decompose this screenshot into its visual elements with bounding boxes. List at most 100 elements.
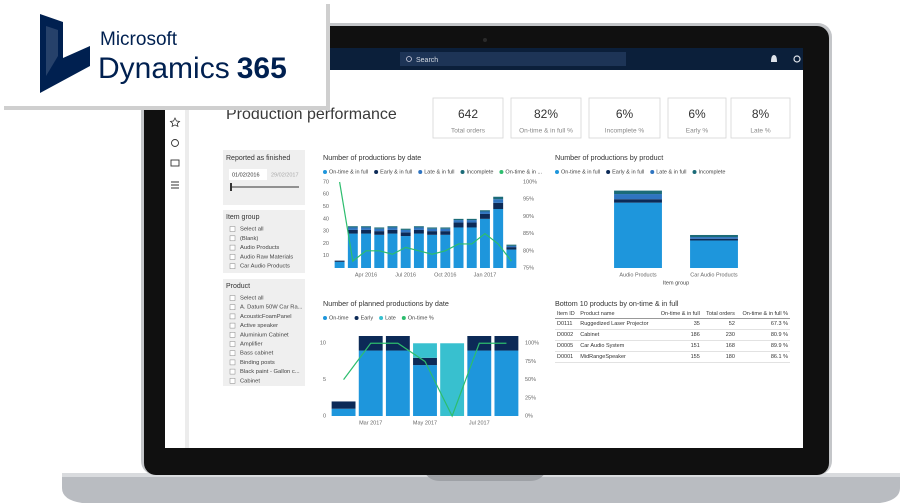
legend-label: Early & in full [612, 169, 644, 175]
legend-label: On-time & in full [561, 169, 600, 175]
camera [483, 38, 487, 42]
bar-segment [690, 237, 738, 239]
kpi-label: Early % [686, 128, 709, 135]
line-series [343, 342, 507, 418]
kpi-value: 82% [534, 107, 558, 121]
filter-option: AcousticFoamPanel [240, 314, 292, 320]
kpi-label: Total orders [451, 128, 486, 135]
legend-swatch [323, 170, 327, 174]
bar-segment [506, 247, 517, 250]
filter-option: Bass cabinet [240, 351, 274, 357]
checkbox[interactable] [229, 359, 236, 366]
search-box[interactable] [400, 52, 626, 66]
modules-icon[interactable] [171, 181, 179, 189]
filter-panel [223, 279, 305, 386]
slider-handle[interactable] [230, 183, 232, 191]
workspaces-icon[interactable] [170, 159, 180, 167]
bar-segment [690, 238, 738, 241]
table-cell: 52 [701, 318, 737, 330]
table-cell: 180 [701, 351, 737, 363]
checkbox[interactable] [229, 244, 236, 251]
bar-segment [453, 220, 464, 223]
table-cell: D0002 [555, 329, 579, 341]
bar-segment [506, 245, 517, 248]
kpi-card [510, 97, 582, 139]
bar-segment [347, 229, 358, 234]
table-cell: Car Audio System [578, 340, 656, 352]
table-cell: 89.9 % [736, 340, 790, 352]
legend-swatch [323, 316, 327, 320]
table-cell: D0111 [555, 318, 579, 330]
kpi-card [667, 97, 727, 139]
bar-segment [427, 231, 438, 235]
filter-option: Select all [240, 296, 264, 302]
legend-label: Incomplete [699, 169, 726, 175]
filter-option: Amplifier [240, 342, 263, 348]
kpi-value: 8% [752, 107, 770, 121]
bar-segment [453, 227, 464, 268]
y-tick-label: 40 [323, 216, 329, 222]
bar-segment [614, 194, 662, 200]
favorites-icon[interactable] [169, 117, 181, 128]
table-cell: 168 [701, 340, 737, 352]
x-tick-label: Audio Products [619, 272, 657, 278]
x-tick-label: Car Audio Products [690, 272, 738, 278]
legend-swatch [692, 170, 697, 174]
x-tick-label: Apr 2016 [355, 272, 377, 278]
checkbox[interactable] [229, 378, 236, 384]
chart-title: Number of productions by product [555, 153, 663, 162]
table-cell: 35 [655, 318, 702, 330]
date-input[interactable] [229, 169, 267, 180]
column-header: Total orders [701, 310, 737, 319]
checkbox[interactable] [229, 226, 236, 232]
filter-option: Select all [240, 227, 264, 233]
table-cell: MidRangeSpeaker [578, 351, 656, 363]
checkbox[interactable] [229, 235, 236, 242]
checkbox[interactable] [229, 368, 236, 375]
checkbox[interactable] [229, 313, 236, 320]
kpi-card [432, 97, 504, 139]
bar-segment [400, 229, 411, 233]
bar-segment [453, 218, 464, 221]
bar-segment [347, 226, 358, 228]
bar-segment [400, 232, 411, 237]
y2-tick-label: 85% [523, 231, 534, 237]
bar-segment [427, 227, 438, 229]
checkbox[interactable] [229, 263, 236, 269]
column-header: On-time & in full % [736, 310, 790, 319]
checkbox[interactable] [229, 341, 236, 347]
bar-segment [361, 227, 371, 230]
bar-segment [467, 350, 492, 416]
legend-swatch [606, 170, 611, 174]
y2-tick-label: 90% [523, 214, 534, 220]
y-tick-label: 10 [323, 253, 329, 259]
checkbox[interactable] [229, 350, 236, 356]
legend-label: Incomplete [467, 169, 494, 175]
bar-segment [374, 228, 385, 232]
checkbox[interactable] [229, 304, 236, 310]
legend-label: Early [361, 315, 374, 321]
checkbox[interactable] [229, 295, 236, 301]
filter-option: Audio Products [240, 245, 279, 251]
y2-tick-label: 95% [523, 197, 534, 203]
bar-segment [385, 350, 410, 416]
checkbox[interactable] [229, 332, 236, 338]
legend-swatch [401, 316, 406, 320]
y-tick-label: 10 [320, 341, 326, 347]
bar-segment [334, 261, 345, 268]
bar-segment [440, 227, 451, 229]
logo-mark [40, 14, 90, 93]
x-tick-label: Oct 2016 [434, 272, 456, 278]
recent-icon[interactable] [171, 139, 179, 147]
y2-tick-label: 75% [525, 359, 536, 365]
bell-icon[interactable] [771, 55, 777, 62]
bar-segment [494, 336, 519, 351]
table-row: D0005 Car Audio System 151 168 89.9 % [555, 340, 790, 352]
settings-icon[interactable] [793, 55, 801, 63]
table-header-row: Item ID Product name On-time & in full Tota… [555, 310, 790, 319]
kpi-card [588, 97, 661, 139]
checkbox[interactable] [229, 254, 236, 260]
bar-segment [413, 365, 437, 416]
checkbox[interactable] [229, 322, 236, 329]
